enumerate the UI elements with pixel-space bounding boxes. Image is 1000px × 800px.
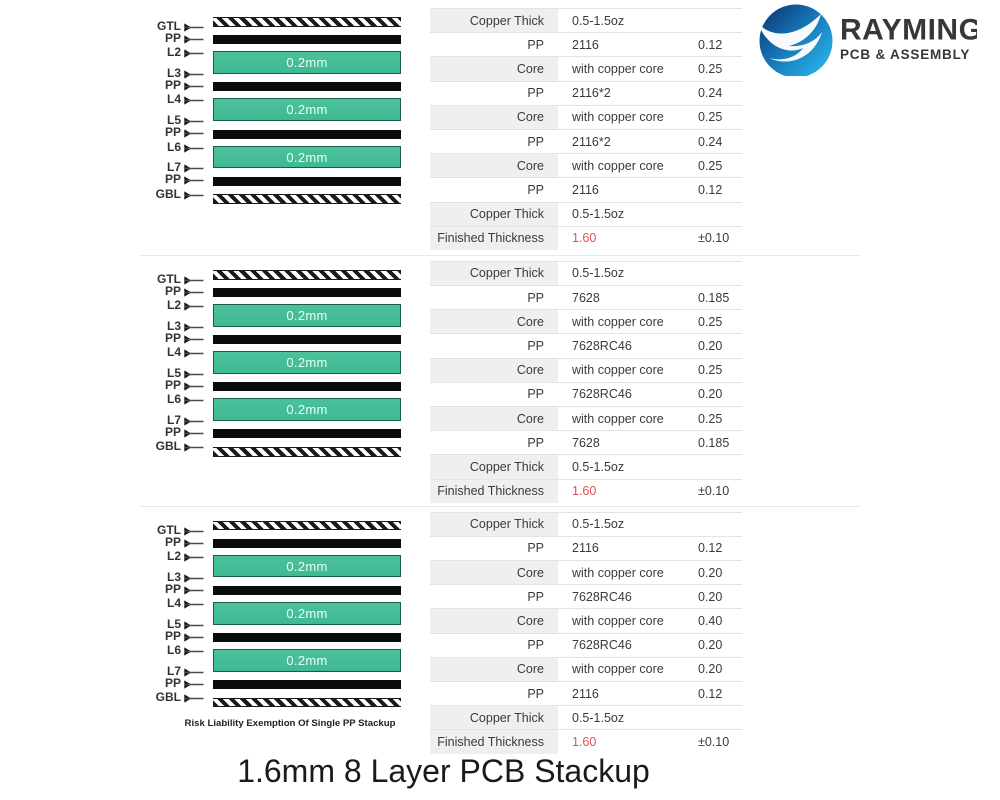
svg-text:PCB & ASSEMBLY: PCB & ASSEMBLY (840, 47, 970, 62)
svg-text:RAYMING: RAYMING (840, 14, 977, 47)
